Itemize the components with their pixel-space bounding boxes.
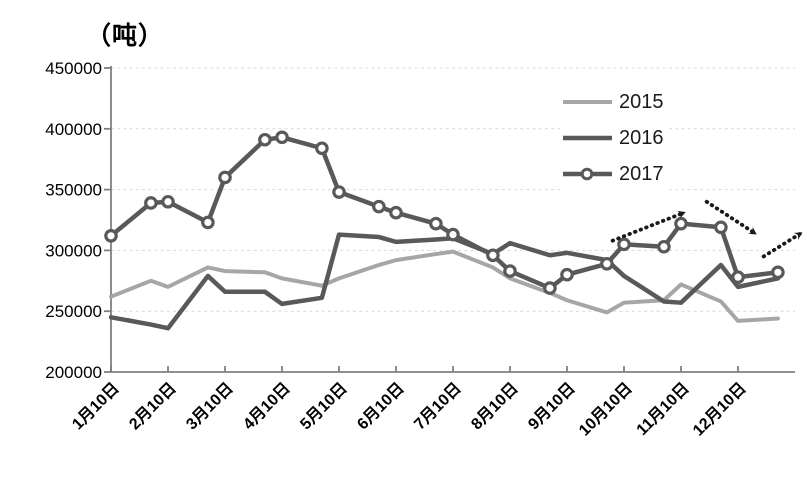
- data-point-marker: [429, 216, 443, 231]
- x-tick-label: 6月10日: [354, 379, 408, 433]
- x-tick-label: 12月10日: [689, 379, 750, 440]
- x-tick-label: 3月10日: [183, 379, 237, 433]
- x-tick-label: 8月10日: [468, 379, 522, 433]
- legend-label: 2016: [619, 127, 664, 149]
- data-point-marker: [714, 220, 728, 235]
- data-point-marker: [201, 215, 215, 230]
- data-point-marker: [104, 229, 118, 243]
- y-tick-label: 200000: [45, 363, 102, 382]
- chart-title: （吨）: [86, 22, 165, 50]
- data-point-marker: [144, 196, 158, 210]
- data-point-marker: [258, 132, 272, 147]
- data-point-marker: [600, 256, 614, 271]
- data-point-marker: [543, 281, 557, 295]
- legend-row-2015: 2015: [562, 84, 664, 120]
- data-point-marker: [657, 239, 671, 254]
- y-tick-label: 250000: [45, 302, 102, 321]
- data-point-marker: [315, 141, 329, 156]
- data-point-marker: [560, 267, 574, 282]
- legend-row-2017: 2017: [562, 156, 664, 192]
- legend-swatch: [563, 135, 612, 141]
- trend-arrow-up: [761, 231, 803, 259]
- data-point-marker: [486, 248, 500, 263]
- data-point-marker: [275, 130, 289, 145]
- x-tick-label: 10月10日: [575, 379, 636, 440]
- data-point-marker: [372, 199, 386, 214]
- y-tick-label: 300000: [45, 241, 102, 260]
- data-point-marker: [218, 170, 232, 185]
- x-tick-label: 2月10日: [126, 379, 180, 433]
- legend-label: 2015: [619, 91, 664, 113]
- data-point-marker: [503, 264, 517, 278]
- x-tick-label: 4月10日: [240, 379, 294, 433]
- legend-marker-icon: [580, 167, 594, 181]
- data-point-marker: [674, 216, 688, 231]
- x-tick-label: 7月10日: [411, 379, 465, 433]
- series-line-2015: [109, 249, 780, 323]
- legend-row-2016: 2016: [562, 120, 664, 156]
- legend: 2015 2016 2017: [560, 84, 668, 192]
- legend-label: 2017: [619, 163, 664, 185]
- legend-swatch: [563, 100, 612, 104]
- y-tick-label: 450000: [45, 59, 102, 78]
- data-point-marker: [771, 265, 785, 280]
- data-point-marker: [332, 185, 346, 199]
- y-tick-label: 350000: [45, 181, 102, 200]
- data-point-marker: [389, 205, 403, 220]
- x-tick-label: 1月10日: [69, 379, 123, 433]
- trend-arrow-down: [704, 199, 757, 236]
- series-line-2017: [108, 135, 781, 291]
- data-point-marker: [731, 270, 745, 284]
- trend-arrow-up: [610, 210, 686, 243]
- data-point-marker: [617, 237, 631, 252]
- data-point-marker: [446, 227, 460, 242]
- legend-swatch: [563, 167, 612, 181]
- x-tick-label: 11月10日: [633, 379, 693, 439]
- x-tick-label: 5月10日: [297, 379, 351, 433]
- y-tick-label: 400000: [45, 120, 102, 139]
- x-tick-label: 9月10日: [525, 379, 579, 433]
- data-point-marker: [161, 194, 175, 209]
- series-line-2016: [108, 232, 781, 331]
